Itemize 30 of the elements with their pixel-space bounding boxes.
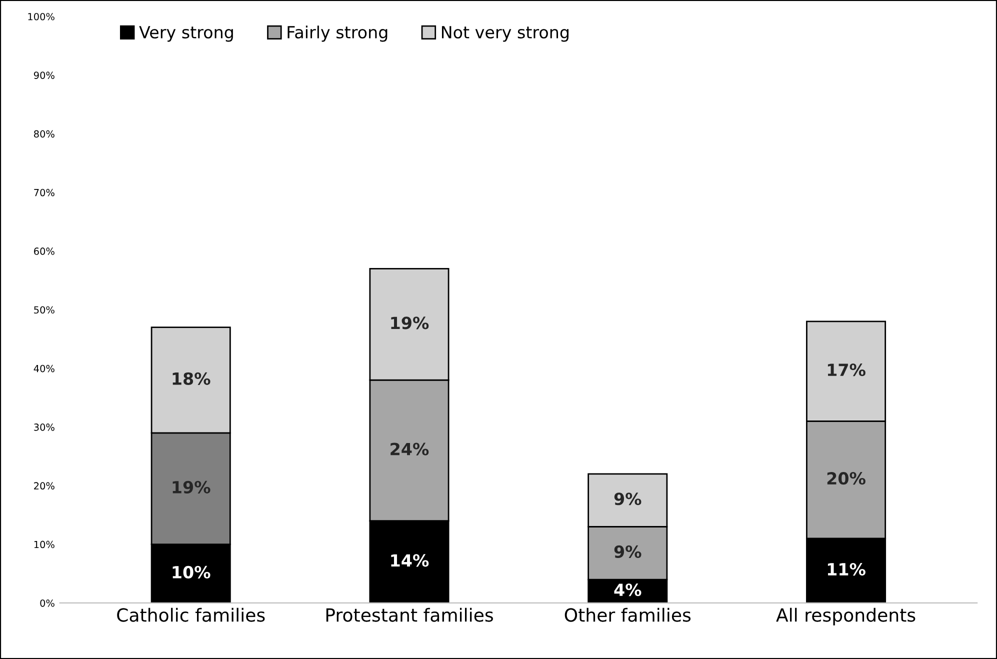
y-tick-label: 60% [34,248,54,255]
x-tick-label: Catholic families [117,608,265,622]
data-label: 19% [391,316,429,330]
y-tick-label: 90% [34,72,54,79]
y-tick-label: 20% [34,482,54,490]
y-tick-label: 0% [40,599,54,607]
data-label: 10% [172,566,210,578]
y-tick-label: 10% [34,540,54,548]
x-tick-label: Other families [564,608,691,622]
data-label: 9% [614,492,642,506]
legend-label: Very strong [139,26,233,42]
data-label: 20% [827,472,866,485]
y-tick-label: 80% [34,130,54,138]
data-label: 14% [391,554,429,567]
y-tick-label: 40% [34,364,54,372]
x-tick-label: Protestant families [326,608,493,622]
data-label: 19% [172,480,210,494]
data-label: 4% [614,583,642,596]
y-tick-label: 30% [34,424,54,431]
x-tick-label: All respondents [776,608,916,626]
data-label: 9% [614,545,642,558]
y-tick-label: 100% [28,12,54,20]
y-tick-label: 50% [34,306,54,314]
data-label: 11% [828,562,866,576]
legend-label: Fairly strong [288,26,388,42]
y-tick-label: 70% [34,188,54,196]
data-label: 24% [390,442,429,456]
data-label: 17% [828,364,866,376]
data-label: 18% [172,372,210,385]
legend-label: Not very strong [442,26,568,42]
